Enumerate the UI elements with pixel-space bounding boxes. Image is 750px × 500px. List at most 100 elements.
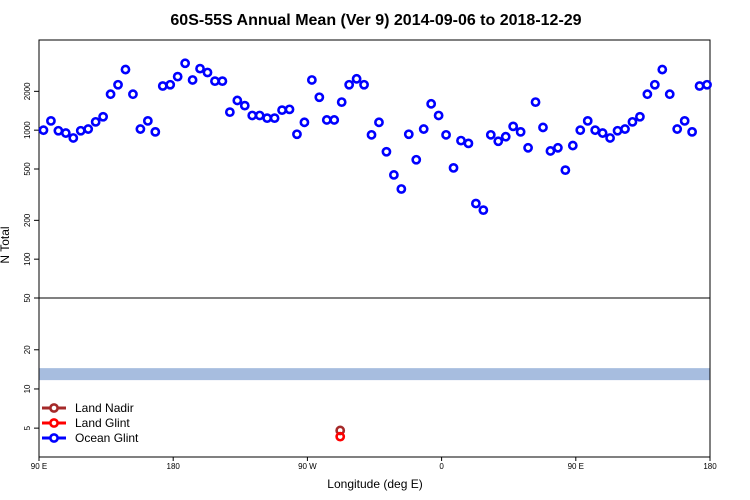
ocean-glint-point [53, 125, 64, 136]
ocean-glint-point [545, 146, 556, 156]
ocean-glint-point [60, 128, 71, 138]
ocean-glint-point [590, 125, 601, 136]
reference-band [39, 368, 710, 381]
ocean-glint-point [433, 110, 444, 121]
ocean-glint-point [157, 81, 168, 91]
y-tick-label: 2000 [23, 82, 32, 100]
y-tick-label: 50 [23, 293, 32, 302]
ocean-glint-point [202, 67, 213, 78]
ocean-glint-point [426, 98, 437, 109]
ocean-glint-point [75, 125, 86, 136]
ocean-glint-point [83, 124, 94, 134]
ocean-glint-point [612, 125, 623, 136]
ocean-glint-point [687, 126, 698, 137]
ocean-glint-point [90, 116, 101, 127]
ocean-glint-point [217, 76, 228, 87]
ocean-glint-point [605, 133, 615, 143]
ocean-glint-point [142, 115, 153, 126]
x-tick-label: 180 [167, 462, 181, 471]
ocean-glint-point [538, 122, 548, 133]
ocean-glint-point [664, 89, 675, 100]
ocean-glint-point [478, 205, 489, 216]
ocean-glint-point [553, 142, 563, 153]
ocean-glint-point [635, 111, 645, 122]
ocean-glint-point [374, 117, 384, 128]
ocean-glint-point [582, 115, 593, 126]
ocean-glint-point [336, 97, 347, 108]
ocean-glint-point [620, 124, 630, 134]
ocean-glint-point [329, 115, 340, 125]
ocean-glint-point [299, 117, 310, 128]
ocean-glint-point [172, 71, 183, 82]
ocean-glint-point [247, 110, 258, 121]
ocean-glint-point [448, 162, 459, 173]
ocean-glint-point [150, 126, 161, 137]
ocean-glint-point [493, 136, 504, 147]
ocean-glint-point [463, 138, 474, 149]
y-tick-label: 100 [23, 252, 32, 266]
ocean-glint-point [359, 79, 369, 90]
legend-label-land-glint: Land Glint [75, 416, 130, 430]
ocean-glint-point [508, 121, 519, 132]
ocean-glint-point [344, 79, 355, 90]
ocean-glint-point [679, 115, 690, 126]
ocean-glint-point [98, 111, 109, 122]
y-tick-label: 1000 [23, 121, 32, 139]
legend-label-land-nadir: Land Nadir [75, 401, 134, 415]
ocean-glint-point [113, 79, 123, 90]
ocean-glint-point [351, 73, 362, 84]
ocean-glint-point [262, 113, 273, 124]
x-tick-label: 180 [703, 462, 717, 471]
ocean-glint-point [575, 125, 586, 136]
ocean-glint-point [567, 140, 578, 151]
ocean-glint-point [627, 116, 638, 127]
ocean-glint-point [560, 165, 571, 176]
x-tick-label: 90 W [298, 462, 317, 471]
ocean-glint-point [523, 142, 533, 153]
ocean-glint-point [381, 146, 392, 157]
ocean-glint-point [195, 63, 205, 74]
ocean-glint-point [180, 58, 191, 69]
plot-frame [38, 39, 711, 458]
ocean-glint-point [46, 115, 56, 126]
ocean-glint-point [456, 135, 466, 146]
ocean-glint-point [485, 129, 496, 140]
ocean-glint-point [232, 95, 243, 106]
ocean-glint-point [657, 64, 668, 75]
ocean-glint-point [597, 128, 608, 138]
ocean-glint-point [366, 129, 377, 140]
y-axis-label: N Total [0, 226, 12, 263]
ocean-glint-point [672, 124, 683, 134]
x-tick-label: 0 [439, 462, 444, 471]
ocean-glint-point [515, 126, 526, 137]
plot-area: 50 100 200 500 1000 2000 5 10 20 90 E 180 90 W 0 90 E… [23, 39, 717, 471]
y-tick-label: 5 [23, 425, 32, 430]
ocean-glint-point [128, 89, 138, 100]
ocean-glint-point [135, 124, 146, 134]
ocean-glint-point [306, 75, 317, 85]
ocean-glint-point [224, 107, 235, 118]
y-tick-label: 500 [23, 162, 32, 176]
legend-marker-land-nadir [49, 403, 59, 413]
ocean-glint-point [239, 100, 250, 111]
ocean-glint-point [292, 129, 302, 140]
legend-marker-ocean-glint [49, 433, 59, 443]
ocean-glint-point [277, 105, 287, 116]
x-axis-label: Longitude (deg E) [327, 477, 422, 491]
land-glint-point [335, 431, 346, 442]
ocean-glint-point [702, 79, 712, 90]
y-tick-label: 20 [23, 345, 32, 354]
x-tick-label: 90 E [568, 462, 584, 471]
ocean-glint-point [694, 81, 705, 91]
ocean-glint-point [470, 198, 481, 209]
ocean-glint-point [411, 154, 422, 165]
ocean-glint-point [68, 133, 79, 143]
ocean-glint-point [321, 115, 332, 125]
ocean-glint-point [120, 64, 131, 75]
legend-marker-land-glint [49, 418, 59, 428]
ocean-glint-point [38, 125, 49, 136]
ocean-glint-point [269, 113, 280, 124]
ocean-glint-point [314, 92, 325, 103]
ocean-glint-point [165, 79, 176, 90]
